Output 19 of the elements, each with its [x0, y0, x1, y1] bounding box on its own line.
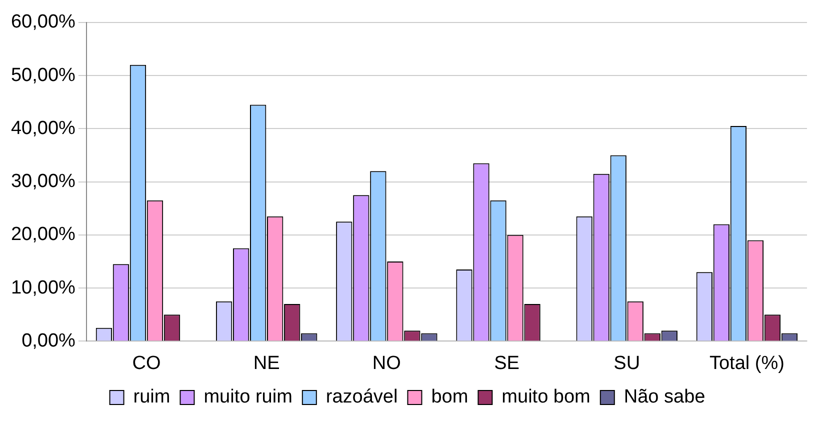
legend-label: ruim	[133, 386, 170, 408]
legend-label: bom	[431, 386, 468, 408]
x-tick-label: SE	[494, 352, 520, 374]
y-tick-label: 30,00%	[10, 171, 76, 192]
legend-label: razoável	[326, 386, 398, 408]
y-tick-label: 50,00%	[10, 64, 76, 86]
y-tick-label: 10,00%	[10, 277, 76, 298]
y-tick-label: 40,00%	[10, 118, 76, 139]
x-tick-label: NE	[253, 352, 280, 374]
y-tick-label: 20,00%	[10, 224, 76, 246]
legend-label: muito bom	[502, 386, 590, 408]
y-tick-label: 0,00%	[22, 330, 76, 352]
legend-label: muito ruim	[204, 386, 292, 408]
x-tick-label: SU	[614, 352, 640, 374]
y-tick-label: 60,00%	[10, 12, 76, 33]
x-tick-label: NO	[372, 352, 401, 374]
x-tick-label: Total (%)	[709, 352, 784, 374]
x-tick-label: CO	[132, 352, 161, 374]
legend-label: Não sabe	[624, 386, 706, 408]
